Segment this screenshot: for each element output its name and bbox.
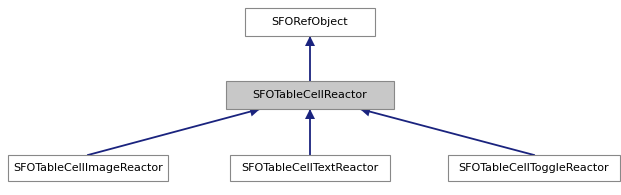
FancyBboxPatch shape [230,155,390,181]
FancyBboxPatch shape [226,81,394,109]
Text: SFOTableCellTextReactor: SFOTableCellTextReactor [242,163,379,173]
Polygon shape [305,36,315,46]
Polygon shape [305,109,315,119]
FancyBboxPatch shape [448,155,620,181]
Polygon shape [249,107,260,116]
Text: SFOTableCellToggleReactor: SFOTableCellToggleReactor [459,163,609,173]
Text: SFORefObject: SFORefObject [272,17,348,27]
Polygon shape [360,107,371,116]
FancyBboxPatch shape [8,155,168,181]
FancyBboxPatch shape [245,8,375,36]
Text: SFOTableCellImageReactor: SFOTableCellImageReactor [13,163,163,173]
Text: SFOTableCellReactor: SFOTableCellReactor [253,90,368,100]
